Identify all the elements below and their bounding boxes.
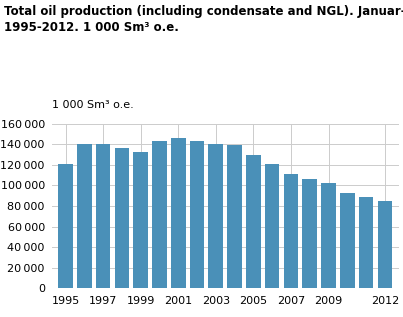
Bar xyxy=(171,138,185,288)
Bar xyxy=(152,141,167,288)
Bar xyxy=(265,164,280,288)
Bar xyxy=(340,193,355,288)
Bar xyxy=(77,144,91,288)
Bar xyxy=(208,144,223,288)
Bar xyxy=(96,144,110,288)
Bar xyxy=(133,152,148,288)
Bar xyxy=(284,174,298,288)
Text: 1 000 Sm³ o.e.: 1 000 Sm³ o.e. xyxy=(52,100,134,110)
Text: Total oil production (including condensate and NGL). Januar-September.
1995-2012: Total oil production (including condensa… xyxy=(4,5,403,34)
Bar xyxy=(58,164,73,288)
Bar xyxy=(378,201,392,288)
Bar xyxy=(359,197,374,288)
Bar xyxy=(190,141,204,288)
Bar xyxy=(114,148,129,288)
Bar xyxy=(246,155,261,288)
Bar xyxy=(227,145,242,288)
Bar xyxy=(321,183,336,288)
Bar xyxy=(302,179,317,288)
